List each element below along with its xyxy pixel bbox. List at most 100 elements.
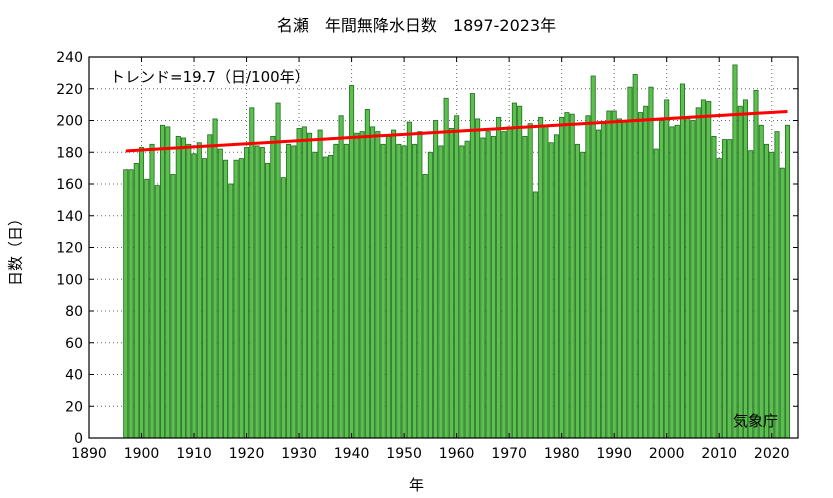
bar <box>590 75 596 439</box>
x-tick-label: 1980 <box>544 446 580 462</box>
bar <box>737 105 743 439</box>
bar <box>763 143 770 439</box>
bar <box>611 110 617 439</box>
bar <box>627 86 633 439</box>
bar <box>259 147 265 439</box>
bar <box>396 143 402 439</box>
bar <box>769 151 775 439</box>
bar <box>685 116 691 439</box>
bar <box>606 110 612 439</box>
bar <box>727 139 733 439</box>
bar <box>564 112 570 439</box>
bar <box>249 107 255 439</box>
bar <box>254 145 260 439</box>
bar <box>280 177 286 439</box>
y-tick-label: 60 <box>65 336 83 352</box>
x-tick-label: 1900 <box>124 446 160 462</box>
bar <box>711 135 717 439</box>
bar <box>690 120 696 439</box>
y-tick-label: 120 <box>56 241 83 257</box>
bar <box>653 148 659 439</box>
bar <box>548 142 554 439</box>
bar <box>138 147 145 439</box>
bar <box>165 126 171 439</box>
bar <box>191 153 197 439</box>
bar <box>186 143 192 439</box>
bar <box>317 129 323 439</box>
bar <box>522 135 528 439</box>
bar <box>286 143 292 439</box>
bar <box>748 150 754 439</box>
bar <box>343 143 349 439</box>
bar <box>632 74 638 439</box>
x-tick-label: 2020 <box>754 446 790 462</box>
y-tick-label: 20 <box>65 399 83 415</box>
bar <box>291 145 297 439</box>
bar <box>338 115 344 439</box>
bar <box>616 118 622 439</box>
bar <box>648 86 654 439</box>
x-tick-label: 1910 <box>176 446 212 462</box>
bar <box>553 134 559 439</box>
bar <box>406 121 412 439</box>
bar <box>490 135 496 439</box>
bar <box>370 126 376 439</box>
bar <box>643 105 649 439</box>
bar <box>501 131 507 439</box>
bar <box>301 126 307 439</box>
bar <box>322 156 328 439</box>
bar <box>511 102 517 439</box>
bar <box>391 129 397 439</box>
bar <box>427 151 433 439</box>
x-tick-label: 1970 <box>491 446 527 462</box>
y-tick-label: 240 <box>56 50 83 66</box>
bar <box>149 143 155 439</box>
bar <box>443 97 449 439</box>
bar <box>380 143 386 439</box>
trend-line <box>125 109 788 153</box>
y-tick-label: 40 <box>65 368 83 384</box>
bar <box>569 113 575 439</box>
bar <box>238 158 244 439</box>
bar <box>265 162 271 439</box>
bar <box>133 162 139 439</box>
bar <box>354 132 360 439</box>
x-tick-label: 1890 <box>71 446 107 462</box>
bar <box>454 115 460 439</box>
y-tick-label: 200 <box>56 114 83 130</box>
bar <box>223 159 229 439</box>
bar <box>464 140 470 439</box>
y-tick-label: 140 <box>56 209 83 225</box>
bar <box>721 139 727 439</box>
bar <box>622 120 628 439</box>
bar <box>506 126 512 439</box>
x-tick-label: 2010 <box>701 446 737 462</box>
y-tick-label: 100 <box>56 272 83 288</box>
bar <box>532 191 538 439</box>
x-tick-label: 1990 <box>596 446 632 462</box>
bar <box>433 120 439 439</box>
bar <box>480 137 486 439</box>
bar <box>543 124 549 439</box>
bar <box>469 93 475 439</box>
bar <box>181 137 187 439</box>
bar <box>212 118 218 439</box>
y-tick-label: 80 <box>65 304 83 320</box>
bar <box>517 105 523 439</box>
bar <box>270 135 276 439</box>
bar <box>706 101 712 439</box>
bar <box>375 131 381 439</box>
x-tick-label: 1940 <box>334 446 370 462</box>
bar <box>779 167 785 439</box>
bar <box>732 64 738 439</box>
bar <box>233 159 239 439</box>
bar <box>601 123 607 439</box>
bar <box>154 185 160 439</box>
y-tick-label: 220 <box>56 82 83 98</box>
bar <box>228 183 234 439</box>
bar <box>664 99 670 439</box>
bar <box>333 143 339 439</box>
x-tick-label: 1920 <box>229 446 265 462</box>
bar <box>307 132 313 439</box>
